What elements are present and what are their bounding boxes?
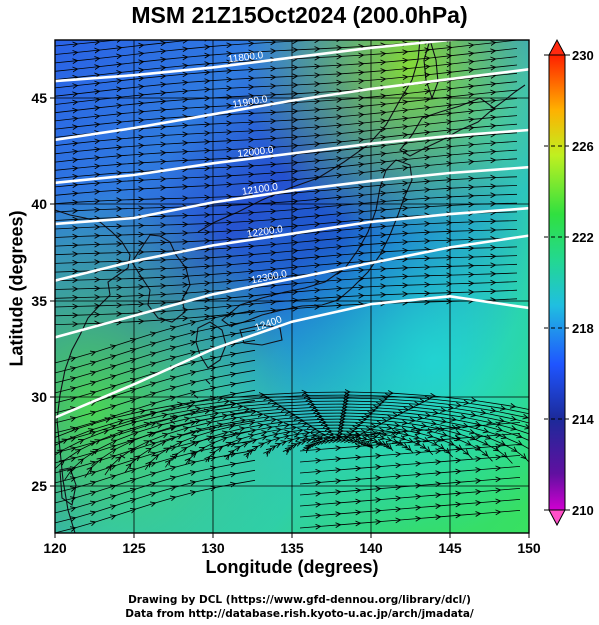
y-tick-label: 35 <box>31 293 47 309</box>
axis-ticks <box>50 97 530 538</box>
x-tick-label: 145 <box>438 540 462 556</box>
contour-line <box>55 165 529 226</box>
x-tick-label: 135 <box>280 540 304 556</box>
credit-drawing: Drawing by DCL (https://www.gfd-dennou.o… <box>128 594 471 606</box>
colorbar-tick-label: 230 <box>572 48 594 63</box>
colorbar-tick-label: 218 <box>572 321 594 336</box>
contour-line <box>55 128 529 185</box>
contour-line <box>55 68 529 142</box>
colorbar-tick-label: 210 <box>572 503 594 518</box>
colorbar-tick-label: 226 <box>572 139 594 154</box>
contour-label: 11800.0 <box>227 50 264 65</box>
contour-label: 12100.0 <box>241 182 279 198</box>
streamline <box>55 392 529 490</box>
x-tick-label: 130 <box>201 540 225 556</box>
x-tick-label: 120 <box>43 540 67 556</box>
x-axis-label: Longitude (degrees) <box>205 557 379 577</box>
x-tick-labels: 120 125 130 135 140 145 150 <box>43 540 541 556</box>
y-axis-label: Latitude (degrees) <box>6 210 27 367</box>
contour-label: 12000.0 <box>237 145 275 160</box>
kuril-islands <box>493 84 526 109</box>
y-tick-labels: 25 30 35 40 45 <box>31 90 47 494</box>
colorbar: 210 214 218 222 226 230 <box>544 38 594 527</box>
x-tick-label: 125 <box>122 540 146 556</box>
contour-line <box>55 294 529 419</box>
contour-line <box>55 206 529 282</box>
y-tick-label: 25 <box>31 478 47 494</box>
colorbar-top-triangle <box>548 38 566 56</box>
colorbar-tick-label: 214 <box>572 412 594 427</box>
colorbar-bottom-triangle <box>548 509 566 527</box>
contour-line <box>55 40 464 83</box>
colorbar-tick-label: 222 <box>572 230 594 245</box>
contour-label: 12200.0 <box>246 224 284 240</box>
x-tick-label: 150 <box>517 540 541 556</box>
streamline <box>55 479 256 533</box>
contour-line <box>55 234 529 339</box>
wind-streamlines <box>55 40 529 533</box>
credit-data: Data from http://database.rish.kyoto-u.a… <box>125 608 474 620</box>
y-tick-label: 30 <box>31 389 47 405</box>
x-tick-label: 140 <box>359 540 383 556</box>
y-tick-label: 40 <box>31 196 47 212</box>
y-tick-label: 45 <box>31 90 47 106</box>
streamline <box>299 510 521 528</box>
colorbar-bar <box>548 54 566 511</box>
chart-title: MSM 21Z15Oct2024 (200.0hPa) <box>131 2 468 28</box>
